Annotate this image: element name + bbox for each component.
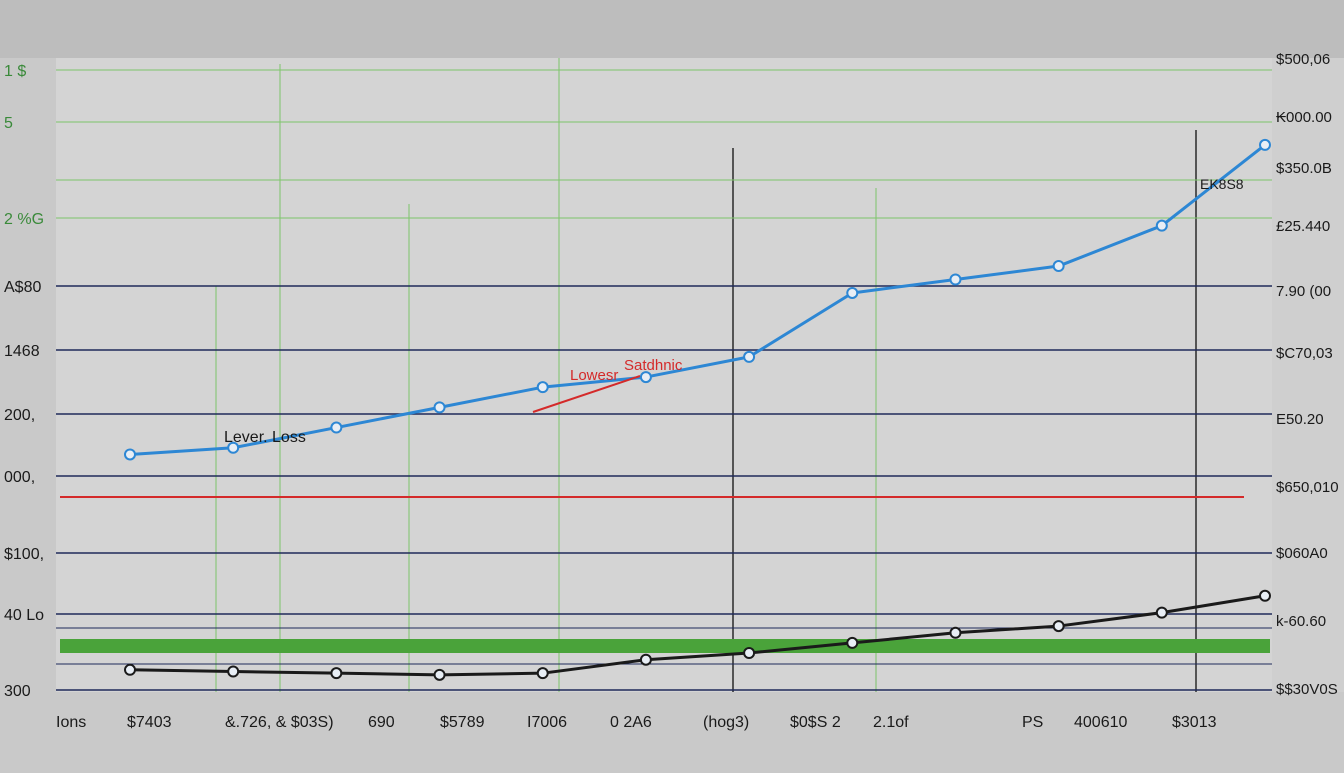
y-tick-label-left: 1468 xyxy=(4,343,40,360)
y-tick-label-left: 1 $ xyxy=(4,63,26,80)
y-tick-label-left: 2 %G xyxy=(4,211,44,228)
x-tick-label: 0 2A6 xyxy=(610,714,652,731)
y-tick-label-right: ₭000.00 xyxy=(1276,109,1332,126)
series-1-point xyxy=(330,421,343,434)
x-tick-label: $5789 xyxy=(440,714,485,731)
y-tick-label-left: $100, xyxy=(4,546,44,563)
y-tick-label-right: $650,010 xyxy=(1276,479,1339,496)
series-1-line xyxy=(129,143,1266,456)
y-tick-label-left: 200, xyxy=(4,407,35,424)
x-tick-label: &.726, & $03S) xyxy=(225,714,334,731)
y-tick-label-right: k-60.60 xyxy=(1276,613,1326,630)
series-1-point xyxy=(743,350,756,363)
series-1-point xyxy=(433,401,446,414)
x-tick-label: $0$S 2 xyxy=(790,714,841,731)
series-1-point xyxy=(1052,260,1065,273)
y-tick-label-left: 300 xyxy=(4,683,31,700)
left-tick-labels: 1 $ 5 2 %G A$80 1468 200, 000, $100, 40 Lo 300 xyxy=(4,63,44,700)
x-tick-label: 400610 xyxy=(1074,714,1127,731)
series-1-point xyxy=(846,286,859,299)
series-layer xyxy=(124,138,1271,681)
y-tick-label-right: E50.20 xyxy=(1276,411,1324,428)
series-1-point xyxy=(536,381,549,394)
series-2-point xyxy=(639,653,652,666)
series-2-point xyxy=(124,663,136,676)
series-2-point xyxy=(1052,620,1065,633)
right-gutter xyxy=(1272,58,1344,692)
y-tick-label-right: $C70,03 xyxy=(1276,345,1333,362)
y-tick-label-right: $060A0 xyxy=(1276,545,1328,562)
series-2-point xyxy=(846,636,859,649)
series-2-point xyxy=(1155,606,1168,619)
series-2-point xyxy=(536,667,549,680)
series-1-point xyxy=(1259,138,1271,151)
series-1-point xyxy=(949,273,962,286)
series-1-point xyxy=(639,371,652,384)
x-tick-label: 690 xyxy=(368,714,395,731)
x-tick-labels: Ions $7403 &.726, & $03S) 690 $5789 I7006 0 2A… xyxy=(56,714,1217,731)
x-tick-label: $3013 xyxy=(1172,714,1217,731)
series-2-point xyxy=(949,626,962,639)
green-band xyxy=(60,639,1270,653)
y-tick-label-right: $350.0B xyxy=(1276,160,1332,177)
series-2-point xyxy=(330,667,343,680)
y-tick-label-left: 000, xyxy=(4,469,35,486)
annotation-lowesr: Lowesr xyxy=(570,367,618,384)
y-tick-label-right: £25.440 xyxy=(1276,218,1330,235)
annotation-satdhnic: Satdhnic xyxy=(624,357,683,374)
series-1-point xyxy=(124,448,136,461)
y-tick-label-right: $$30V0S xyxy=(1276,681,1338,698)
x-tick-label: 2.1of xyxy=(873,714,909,731)
x-tick-label: (hog3) xyxy=(703,714,749,731)
y-tick-label-left: A$80 xyxy=(4,279,41,296)
series-1-point xyxy=(1155,219,1168,232)
series-2-point xyxy=(1259,589,1271,602)
y-tick-label-left: 5 xyxy=(4,115,13,132)
x-tick-label: PS xyxy=(1022,714,1043,731)
x-tick-label: Ions xyxy=(56,714,86,731)
top-strip xyxy=(0,0,1344,58)
callout-red-line xyxy=(532,375,641,413)
y-tick-label-right: $500,06 xyxy=(1276,51,1330,68)
y-tick-label-right: 7.90 (00 xyxy=(1276,283,1331,300)
horizontal-gridlines xyxy=(56,69,1272,691)
series-2-point xyxy=(227,665,240,678)
series-2-point xyxy=(433,668,446,681)
series-2-line xyxy=(129,594,1266,677)
x-tick-label: I7006 xyxy=(527,714,567,731)
series-2-point xyxy=(743,646,756,659)
annotation-ek8s8: EK8S8 xyxy=(1200,176,1244,192)
series-1-point xyxy=(227,441,240,454)
right-tick-labels: $500,06 ₭000.00 $350.0B £25.440 7.90 (00 $C70… xyxy=(1276,51,1339,698)
annotation-lever-loss: Lever. Loss xyxy=(224,429,306,446)
y-tick-label-left: 40 Lo xyxy=(4,607,44,624)
x-tick-label: $7403 xyxy=(127,714,172,731)
